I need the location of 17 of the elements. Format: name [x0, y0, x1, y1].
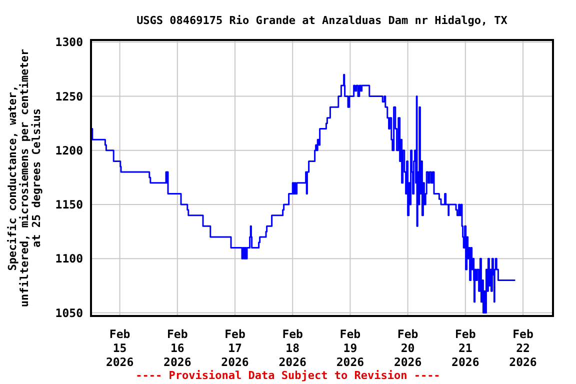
x-tick-label: Feb 18 2026 [278, 327, 307, 369]
x-tick-label: Feb 19 2026 [336, 327, 364, 369]
text: ---- Provisional Data Subject to Revision ---- [136, 369, 440, 382]
chart-title: USGS 08469175 Rio Grande at Anzalduas Dam nr Hidalgo, TX [136, 14, 508, 27]
x-tick-label: Feb 21 2026 [452, 327, 480, 369]
y-tick-label: 1150 [55, 198, 84, 212]
x-tick-label: Feb 17 2026 [221, 327, 249, 369]
y-tick-label: 1250 [55, 89, 84, 104]
x-tick-label: Feb 16 2026 [164, 327, 192, 369]
x-tick-label: Feb 22 2026 [509, 327, 537, 369]
y-tick-label: 1050 [55, 306, 84, 320]
y-tick-label: 1100 [55, 252, 84, 266]
x-tick-label: Feb 20 2026 [394, 327, 422, 369]
y-tick-label: 1200 [55, 143, 84, 158]
y-axis-title: Specific conductance, water, unfiltered, microsiemens per centimeter at 25 degrees Celsius [6, 48, 43, 308]
x-tick-label: Feb 15 2026 [106, 327, 134, 369]
y-tick-label: 1300 [55, 35, 84, 50]
